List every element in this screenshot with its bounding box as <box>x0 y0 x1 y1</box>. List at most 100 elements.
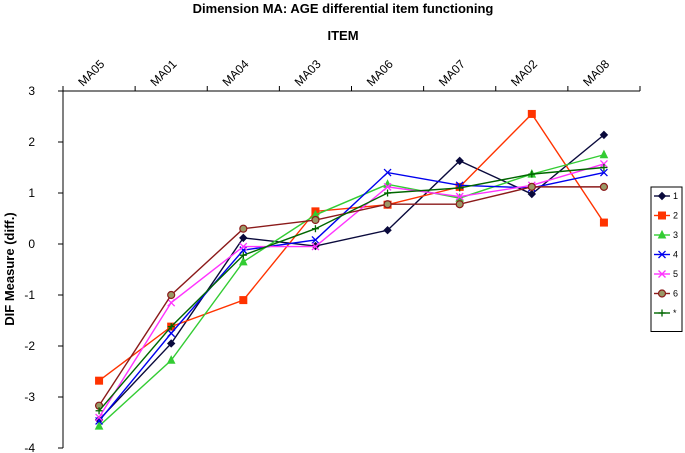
y-tick-label: -4 <box>24 441 35 453</box>
data-point <box>311 242 320 251</box>
marker-stroke <box>383 168 392 177</box>
legend-label: 3 <box>673 230 678 240</box>
data-point <box>167 329 176 338</box>
data-point <box>167 290 176 300</box>
data-point <box>600 164 608 171</box>
legend-label: * <box>673 308 677 318</box>
marker-stroke <box>599 168 608 177</box>
data-point <box>599 168 608 177</box>
legend-marker <box>658 211 666 220</box>
x-tick-label: MA01 <box>147 57 179 89</box>
legend-item: * <box>654 308 677 318</box>
y-tick-label: 3 <box>28 84 35 98</box>
data-point <box>528 170 536 178</box>
legend-marker <box>658 270 666 278</box>
legend-label: 4 <box>673 250 678 260</box>
data-point <box>599 159 608 168</box>
data-point <box>383 168 392 177</box>
series-line <box>98 154 605 427</box>
legend-box <box>650 186 683 332</box>
data-point <box>311 235 320 244</box>
y-tick-label: -1 <box>24 288 35 302</box>
marker-stroke <box>239 246 248 255</box>
legend-marker <box>657 229 667 239</box>
data-point <box>239 256 248 266</box>
data-point <box>383 182 392 191</box>
data-point <box>239 296 248 305</box>
x-tick-label: MA08 <box>580 57 612 89</box>
series-line <box>98 112 605 382</box>
data-point <box>599 182 609 191</box>
data-point <box>239 233 248 243</box>
marker-stroke <box>383 182 392 191</box>
data-point <box>95 413 104 422</box>
data-point <box>456 184 464 192</box>
x-tick-label: MA07 <box>436 57 468 89</box>
data-point <box>95 407 103 415</box>
x-tick-label: MA04 <box>220 57 252 89</box>
data-point <box>167 298 176 307</box>
data-point <box>311 225 319 233</box>
data-point <box>311 215 320 225</box>
data-point <box>384 189 392 197</box>
data-point <box>95 376 104 385</box>
x-tick-label: MA06 <box>364 57 396 89</box>
x-tick-label: MA02 <box>508 57 540 89</box>
legend-item: 2 <box>654 211 678 221</box>
legend-label: 6 <box>673 289 678 299</box>
data-point <box>599 149 609 159</box>
legend-marker <box>658 250 666 259</box>
legend-item: 6 <box>654 289 678 299</box>
data-point <box>166 355 176 364</box>
x-tick-label: MA03 <box>292 57 324 89</box>
legend-label: 1 <box>673 191 678 201</box>
data-point <box>527 189 537 199</box>
legend-item: 5 <box>654 269 678 279</box>
data-point <box>167 323 175 331</box>
data-point <box>383 226 392 235</box>
legend-item: 1 <box>654 191 678 201</box>
x-tick-label: MA05 <box>75 57 107 89</box>
marker-stroke <box>167 329 176 338</box>
series-7 <box>95 164 608 415</box>
marker-stroke <box>311 242 320 251</box>
data-point <box>166 339 176 348</box>
data-point <box>383 200 392 209</box>
marker-stroke <box>455 192 464 201</box>
plot-series <box>94 109 609 430</box>
marker-stroke <box>599 159 608 168</box>
marker-stroke <box>239 242 248 251</box>
marker-stroke <box>311 235 320 244</box>
series-line <box>98 166 605 412</box>
y-tick-label: -3 <box>24 390 35 404</box>
marker-stroke <box>95 413 104 422</box>
legend-marker <box>657 289 667 298</box>
series-line <box>98 186 604 407</box>
data-point <box>455 192 464 201</box>
data-point <box>239 251 247 259</box>
y-axis-title: DIF Measure (diff.) <box>2 212 17 325</box>
legend-item: 4 <box>654 250 678 260</box>
legend-label: 2 <box>673 211 678 221</box>
marker-stroke <box>167 298 176 307</box>
series-line <box>98 163 605 418</box>
legend-label: 5 <box>673 269 678 279</box>
data-point <box>599 218 608 227</box>
x-axis-title: ITEM <box>327 28 358 43</box>
data-point <box>239 242 248 251</box>
marker-stroke <box>658 250 666 259</box>
data-point <box>455 200 464 209</box>
data-point <box>527 109 536 118</box>
legend: 1 2 3 4 5 6 * <box>650 186 683 332</box>
data-point <box>599 130 609 140</box>
series-line <box>98 134 605 421</box>
axes: -4 -3 -2 -1 0 1 2 3 MA05 MA01 MA04 MA03 MA06 MA07 MA02… <box>24 57 641 453</box>
data-point <box>455 156 464 166</box>
y-tick-label: 1 <box>28 186 35 200</box>
y-tick-label: 0 <box>28 237 35 251</box>
data-point <box>527 182 536 191</box>
y-tick-label: -2 <box>24 339 35 353</box>
chart-title: Dimension MA: AGE differential item func… <box>193 1 494 16</box>
legend-marker <box>658 309 666 317</box>
